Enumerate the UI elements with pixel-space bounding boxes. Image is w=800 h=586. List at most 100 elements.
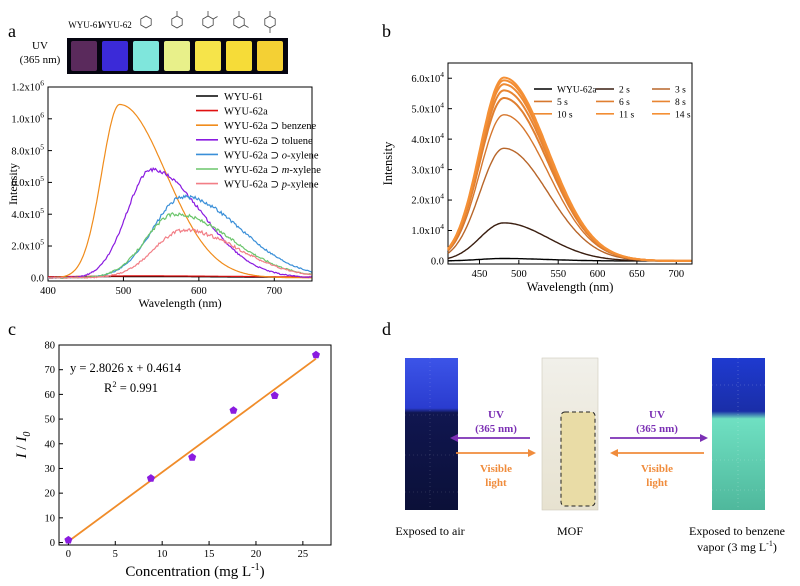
y-axis-label: Intensity — [381, 141, 395, 185]
y-tick-label: 8.0x105 — [11, 142, 44, 157]
y-tick-label: 50 — [45, 415, 56, 426]
y-tick-exponent: 5 — [40, 206, 44, 215]
legend-text: m — [282, 165, 290, 176]
r-squared: R2 = 0.991 — [104, 379, 158, 395]
uv-arrow-left-head — [450, 434, 458, 442]
y-tick-mantissa: 1.0x10 — [11, 114, 40, 125]
visible-text-right: Visible — [641, 463, 673, 475]
data-point — [146, 474, 155, 482]
y-tick-mantissa: 8.0x10 — [11, 146, 40, 157]
legend-label: 10 s — [557, 110, 573, 120]
r-squared-part: R — [104, 381, 113, 395]
series-line — [447, 222, 692, 262]
uv-swatch — [133, 41, 159, 71]
series-line — [48, 166, 312, 279]
legend-text: WYU-62a ⊃ toluene — [224, 136, 313, 147]
fit-equation: y = 2.8026 x + 0.4614 — [70, 361, 182, 375]
y-tick-label: 4.0x104 — [411, 131, 444, 146]
data-point — [270, 391, 279, 399]
y-tick-exponent: 4 — [440, 192, 444, 201]
fit-line — [67, 357, 317, 543]
y-tick-label: 6.0x104 — [411, 70, 444, 85]
x-tick-label: 20 — [251, 549, 262, 560]
x-tick-label: 15 — [204, 549, 215, 560]
visible-text-left: Visible — [480, 463, 512, 475]
m-xylene-icon — [233, 11, 249, 29]
uv-text-left: UV — [488, 409, 504, 421]
legend-text: WYU-62a ⊃ — [224, 180, 282, 191]
x-tick-label: 500 — [116, 286, 132, 297]
plot-frame — [47, 86, 313, 282]
legend-label: WYU-62a — [557, 86, 597, 96]
y-tick-exponent: 4 — [440, 131, 444, 140]
data-point — [312, 350, 320, 359]
legend-label: 14 s — [675, 110, 691, 120]
light-text-right: light — [646, 477, 668, 489]
legend-text: WYU-62a ⊃ benzene — [224, 121, 317, 132]
y-tick-mantissa: 4.0x10 — [411, 135, 440, 146]
x-tick-label: 450 — [472, 269, 488, 280]
uv-label: UV — [32, 40, 48, 52]
x-axis-label: Wavelength (nm) — [138, 296, 221, 310]
uv-swatch — [257, 41, 283, 71]
left-strip-photo — [405, 358, 458, 510]
uv-swatch — [71, 41, 97, 71]
y-tick-mantissa: 5.0x10 — [411, 104, 440, 115]
x-tick-label: 700 — [266, 286, 282, 297]
legend-text: -xylene — [287, 150, 319, 161]
x-axis-label: Wavelength (nm) — [527, 280, 614, 294]
x-tick-label: 600 — [590, 269, 606, 280]
toluene-icon — [171, 11, 183, 29]
data-point — [64, 535, 73, 544]
legend-label: WYU-61 — [224, 92, 263, 103]
legend-label: WYU-62a — [224, 107, 268, 118]
y-tick-label: 1.0x104 — [411, 222, 444, 237]
y-tick-mantissa: 2.0x10 — [411, 196, 440, 207]
legend-text: WYU-62a — [224, 107, 268, 118]
uv-wavelength-label: (365 nm) — [20, 54, 61, 66]
legend-label: WYU-62a ⊃ p-xylene — [224, 180, 319, 191]
y-tick-exponent: 5 — [40, 174, 44, 183]
caption-exposed-air: Exposed to air — [395, 524, 464, 538]
legend-label: WYU-62a ⊃ benzene — [224, 121, 317, 132]
y-tick-exponent: 4 — [440, 222, 444, 231]
x-tick-label: 0 — [66, 549, 71, 560]
panel-a: a WYU-61 WYU-62 UV (365 nm) 400 500 600 700… — [6, 11, 321, 310]
x-tick-label: 650 — [629, 269, 645, 280]
x-tick-label: 500 — [511, 269, 527, 280]
y-tick-label: 2.0x104 — [411, 192, 444, 207]
panel-a-letter: a — [8, 21, 16, 41]
legend-text: -xylene — [289, 165, 321, 176]
series-line — [48, 228, 312, 279]
y-tick-exponent: 4 — [440, 100, 444, 109]
panel-d: d UV (365 nm) Visible light UV (365 nm) … — [382, 319, 785, 554]
y-axis-label-part: / — [14, 442, 30, 454]
r-squared-part: 2 — [112, 379, 116, 389]
o-xylene-icon — [202, 11, 218, 29]
swatch-label-wyu62: WYU-62 — [98, 20, 132, 30]
x-axis-label: Concentration (mg L-1) — [125, 562, 264, 580]
caption-exposed-benzene: Exposed to benzene — [689, 524, 785, 538]
y-tick-exponent: 4 — [440, 70, 444, 79]
visible-arrow-right-head — [610, 449, 618, 457]
y-tick-label: 1.0x106 — [11, 110, 44, 125]
y-tick-label: 10 — [45, 513, 56, 524]
y-axis-label-part: 0 — [22, 432, 33, 437]
y-tick-exponent: 4 — [440, 161, 444, 170]
y-tick-mantissa: 0.0 — [431, 257, 444, 268]
y-tick-label: 2.0x105 — [11, 238, 44, 253]
plot-frame — [447, 62, 693, 265]
p-xylene-icon — [264, 11, 276, 33]
legend-label: 6 s — [619, 98, 630, 108]
y-tick-label: 3.0x104 — [411, 161, 444, 176]
right-strip-grid — [712, 358, 765, 510]
y-tick-exponent: 6 — [40, 110, 44, 119]
legend-label: 3 s — [675, 86, 686, 96]
y-tick-label: 60 — [45, 390, 56, 401]
y-tick-label: 0.0 — [431, 257, 444, 268]
uv-text-right: UV — [649, 409, 665, 421]
y-tick-exponent: 6 — [40, 79, 44, 88]
swatch-label-wyu61: WYU-61 — [68, 20, 102, 30]
legend-text: WYU-62a ⊃ — [224, 150, 282, 161]
